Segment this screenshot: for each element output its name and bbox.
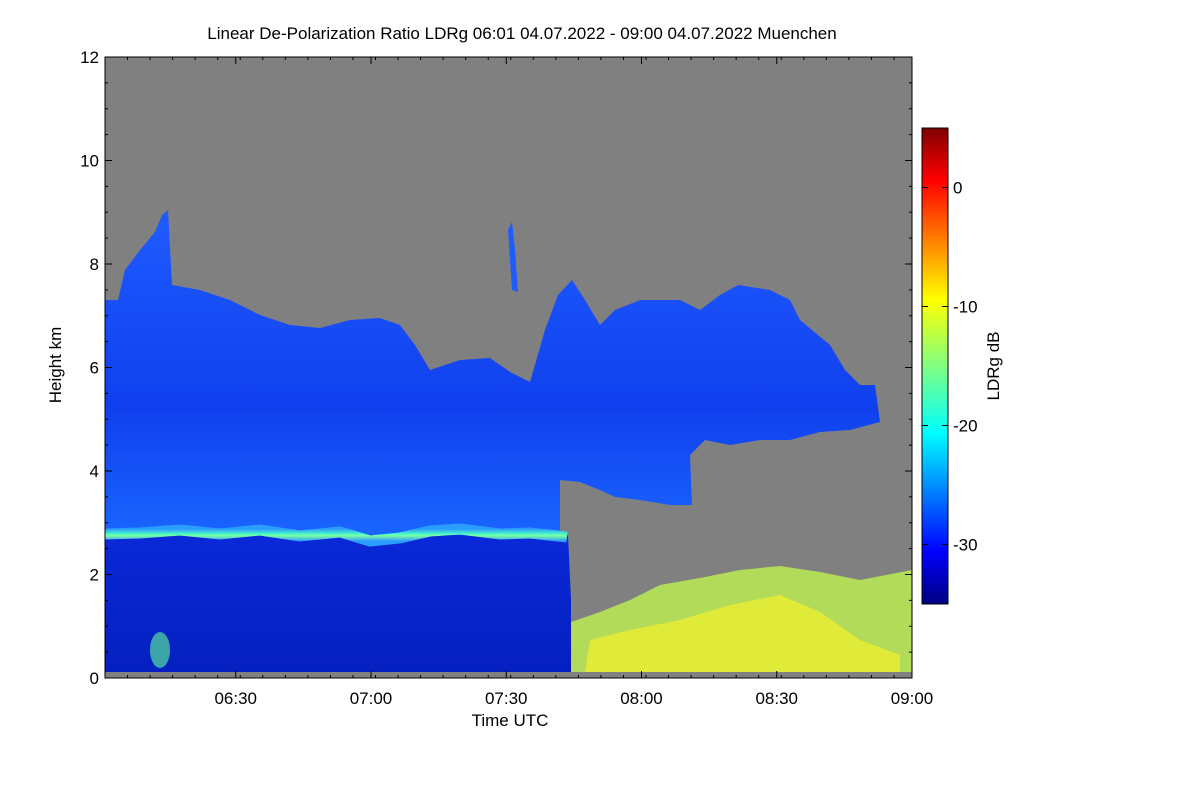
y-tick-label: 8 (90, 255, 99, 274)
surface-echo (150, 632, 170, 668)
colorbar-tick-label: -20 (953, 417, 978, 436)
y-tick-label: 2 (90, 566, 99, 585)
x-tick-label: 07:00 (350, 689, 393, 708)
colorbar-label: LDRg dB (984, 332, 1003, 401)
colorbar-tick-label: 0 (953, 179, 962, 198)
y-tick-label: 12 (80, 48, 99, 67)
y-axis-label: Height km (46, 327, 65, 404)
colorbar-ticks: 0 -10 -20 -30 (922, 179, 978, 555)
y-tick-label: 6 (90, 359, 99, 378)
y-tick-label: 4 (90, 462, 99, 481)
precipitation-region (105, 535, 571, 672)
cirrus-layer (105, 210, 880, 540)
y-axis: 0 2 4 6 8 10 12 (80, 48, 912, 688)
plot-area (105, 57, 912, 678)
x-tick-label: 08:00 (620, 689, 663, 708)
cirrus-streak (508, 222, 518, 292)
x-tick-label: 06:30 (214, 689, 257, 708)
clutter-highlight (585, 595, 900, 672)
y-tick-label: 10 (80, 152, 99, 171)
y-tick-label: 0 (90, 669, 99, 688)
chart-title: Linear De-Polarization Ratio LDRg 06:01 … (207, 24, 836, 43)
melting-layer-band (105, 523, 568, 547)
x-axis: 06:30 07:00 07:30 08:00 08:30 09:00 (104, 57, 934, 708)
x-tick-label: 08:30 (755, 689, 798, 708)
x-axis-label: Time UTC (472, 711, 549, 730)
x-tick-label: 09:00 (891, 689, 934, 708)
colorbar (921, 127, 949, 605)
colorbar-tick-label: -30 (953, 536, 978, 555)
x-tick-label: 07:30 (485, 689, 528, 708)
colorbar-tick-label: -10 (953, 298, 978, 317)
